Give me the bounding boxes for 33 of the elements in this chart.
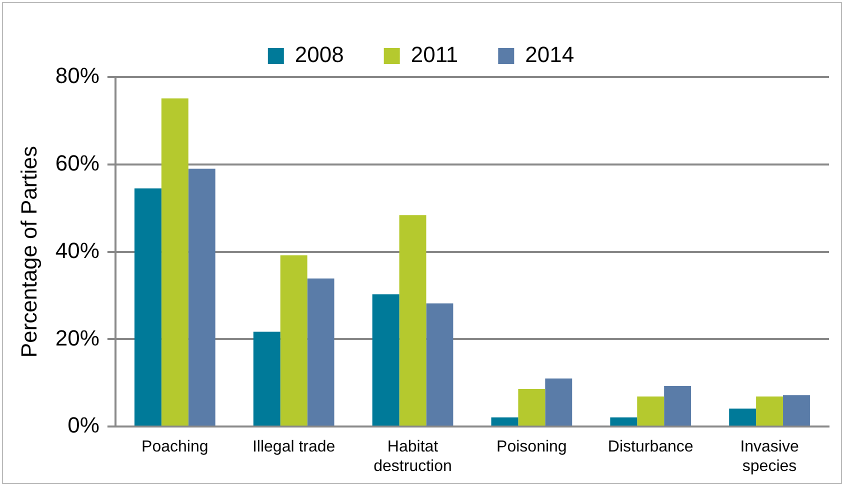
bar xyxy=(399,215,426,426)
bar xyxy=(372,294,400,426)
bar xyxy=(491,417,518,426)
bar xyxy=(188,168,216,426)
x-tick-label: Illegal trade xyxy=(252,438,336,456)
y-tick-label: 80% xyxy=(55,63,100,88)
bar xyxy=(426,303,454,426)
y-tick-label: 40% xyxy=(55,238,100,263)
y-tick-label: 0% xyxy=(68,412,100,438)
y-tick-label: 20% xyxy=(55,325,100,350)
x-tick-label: Invasive species xyxy=(740,438,799,475)
legend-label: 2008 xyxy=(294,42,344,68)
bar xyxy=(253,332,280,426)
bar xyxy=(610,417,638,426)
bar xyxy=(637,396,664,426)
bar xyxy=(664,386,692,426)
bar xyxy=(280,255,308,426)
bar xyxy=(545,378,572,426)
legend-label: 2011 xyxy=(410,42,458,68)
y-axis-title: Percentage of Parties xyxy=(16,146,42,358)
x-tick-label: Poaching xyxy=(142,438,208,456)
bar xyxy=(756,396,784,426)
legend-label: 2014 xyxy=(525,42,574,68)
bar xyxy=(161,98,188,426)
bar xyxy=(783,395,810,426)
y-tick-label: 60% xyxy=(55,150,100,176)
x-tick-label: Poisoning xyxy=(496,438,567,456)
bar xyxy=(307,278,334,426)
bar xyxy=(134,188,162,426)
x-tick-label: Habitat destruction xyxy=(374,438,452,475)
bar xyxy=(518,389,546,426)
bar xyxy=(729,408,756,426)
x-tick-label: Disturbance xyxy=(608,438,694,456)
